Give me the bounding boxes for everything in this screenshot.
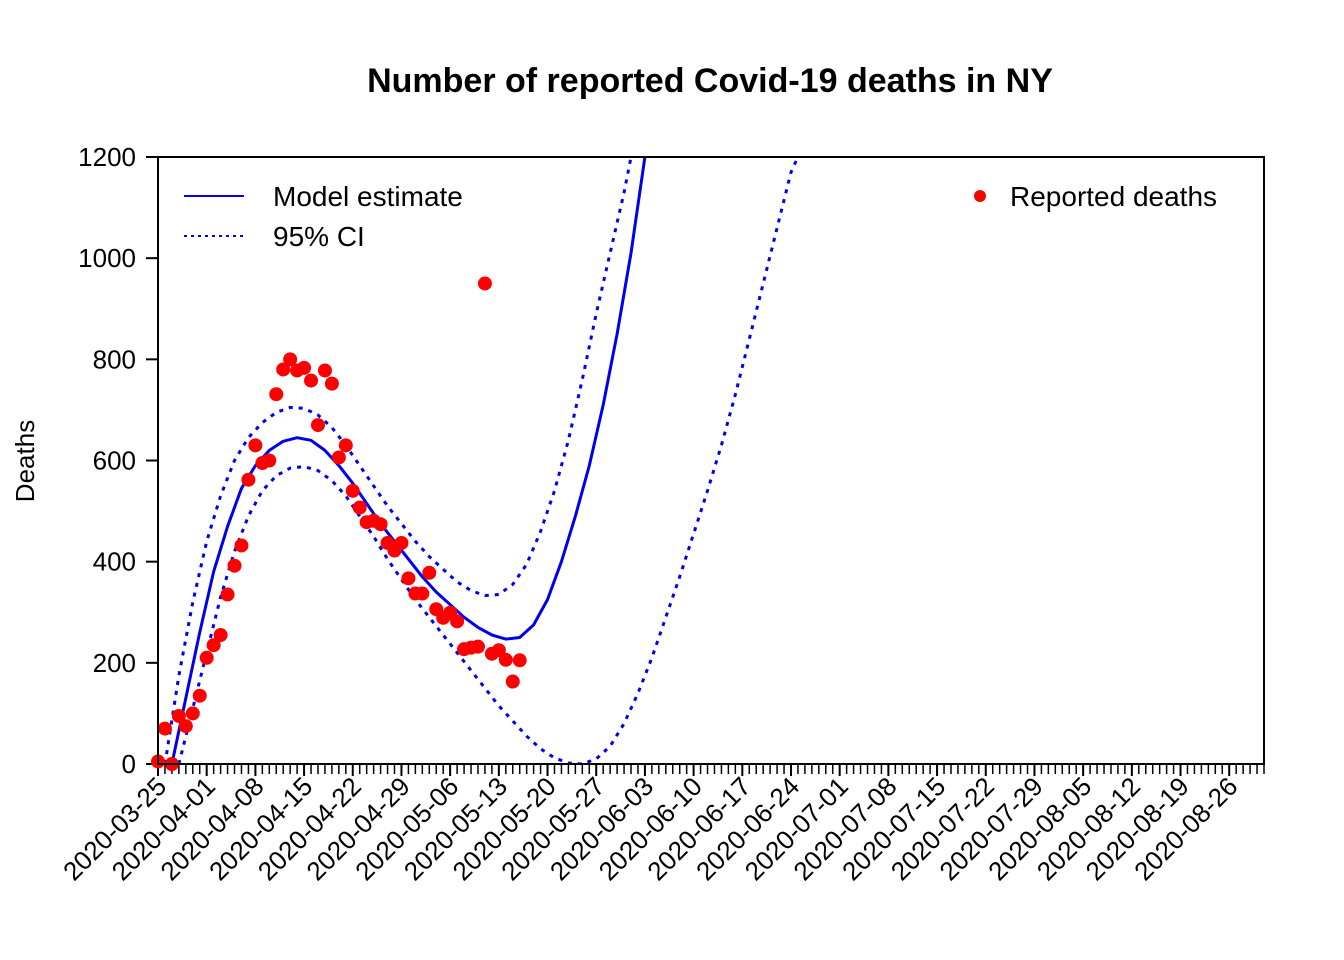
data-point	[470, 639, 485, 654]
y-tick-label: 200	[93, 648, 136, 678]
legend-model-label: Model estimate	[273, 181, 463, 212]
data-point	[297, 360, 312, 375]
data-point	[450, 614, 465, 629]
y-tick-label: 600	[93, 446, 136, 476]
data-point	[338, 438, 353, 453]
data-point	[227, 558, 242, 573]
y-tick-label: 1200	[78, 142, 136, 172]
data-point	[373, 517, 388, 532]
data-point	[192, 688, 207, 703]
data-point	[422, 565, 437, 580]
reported-points	[151, 276, 527, 771]
y-tick-label: 800	[93, 344, 136, 374]
y-axis-label: Deaths	[10, 420, 40, 502]
data-point	[324, 376, 339, 391]
y-tick-label: 400	[93, 547, 136, 577]
data-point	[276, 362, 291, 377]
data-point	[248, 438, 263, 453]
data-point	[317, 363, 332, 378]
data-point	[401, 571, 416, 586]
data-point	[157, 721, 172, 736]
legend-left: Model estimate 95% CI	[184, 181, 463, 252]
data-point	[310, 418, 325, 433]
data-point	[512, 653, 527, 668]
legend-reported-label: Reported deaths	[1010, 181, 1217, 212]
data-point	[304, 373, 319, 388]
data-point	[269, 387, 284, 402]
data-point	[178, 719, 193, 734]
chart-title: Number of reported Covid-19 deaths in NY	[367, 62, 1053, 100]
data-point	[241, 472, 256, 487]
data-point	[262, 453, 277, 468]
data-point	[185, 706, 200, 721]
x-axis: 2020-03-252020-04-012020-04-082020-04-15…	[57, 764, 1265, 886]
data-point	[394, 535, 409, 550]
data-point	[477, 276, 492, 291]
data-point	[491, 643, 506, 658]
data-point	[345, 483, 360, 498]
y-axis: 0 200 400 600 800 1000 1200	[78, 142, 158, 779]
plot-frame	[157, 156, 1265, 765]
model-estimate-line	[170, 157, 647, 764]
data-point	[283, 352, 298, 367]
data-point	[331, 450, 346, 465]
ci-bound-line-2	[163, 157, 633, 764]
data-point	[415, 586, 430, 601]
y-tick-label: 0	[122, 749, 136, 779]
data-point	[213, 628, 228, 643]
data-point	[220, 587, 235, 602]
data-point	[498, 652, 513, 667]
legend-right: Reported deaths	[974, 181, 1217, 212]
data-point	[199, 650, 214, 665]
y-tick-label: 1000	[78, 243, 136, 273]
data-point	[206, 638, 221, 653]
data-point	[505, 674, 520, 689]
legend-point-swatch	[974, 190, 986, 202]
data-point	[352, 500, 367, 515]
data-point	[171, 708, 186, 723]
data-point	[234, 538, 249, 553]
legend-ci-label: 95% CI	[273, 221, 365, 252]
